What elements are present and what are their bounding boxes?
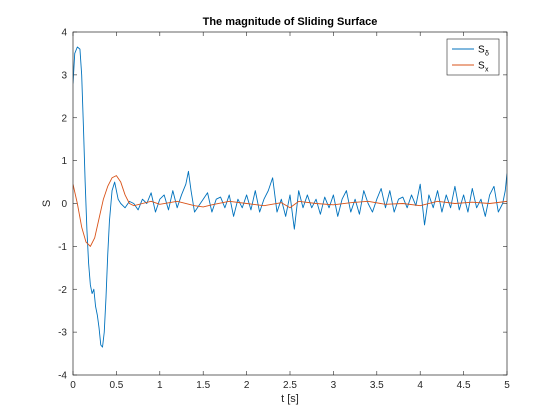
series-line-δ [73,46,507,348]
y-tick-label: 3 [61,70,67,81]
plot-area: 0 0.5 1 1.5 2 2.5 3 3.5 4 4.5 5 -4 -3 -2 -1 0 1 2 3 4 [58,28,510,392]
y-tick-label: -3 [58,328,67,339]
x-tick-label: 1 [157,380,163,391]
series-line-x [73,175,507,247]
x-tick-label: 5 [504,380,510,391]
y-axis-label: S [41,200,53,207]
x-tick-label: 3 [331,380,337,391]
y-tick-label: 2 [61,113,67,124]
y-tick-label: 4 [61,28,67,39]
x-tick-label: 1.5 [196,380,210,391]
x-tick-label: 2 [244,380,250,391]
legend-entry-label: S [478,45,485,56]
y-tick-label: -2 [58,285,67,296]
y-tick-label: -1 [58,242,67,253]
x-tick-label: 0.5 [109,380,123,391]
legend-entry-subscript: x [485,67,489,74]
x-axis-label: t [s] [281,393,299,405]
x-tick-label: 3.5 [370,380,384,391]
y-tick-label: 0 [61,199,67,210]
x-tick-label: 0 [70,380,76,391]
chart-title: The magnitude of Sliding Surface [203,16,378,28]
axes-box [72,31,508,376]
y-tick-label: -4 [58,371,67,382]
x-tick-label: 4.5 [457,380,471,391]
legend-entry-label: S [478,61,485,72]
y-tick-label: 1 [61,156,67,167]
legend-box [446,38,500,76]
legend-entry-subscript: δ [485,51,489,58]
x-tick-label: 2.5 [283,380,297,391]
axes-background [73,32,507,375]
x-tick-label: 4 [417,380,423,391]
